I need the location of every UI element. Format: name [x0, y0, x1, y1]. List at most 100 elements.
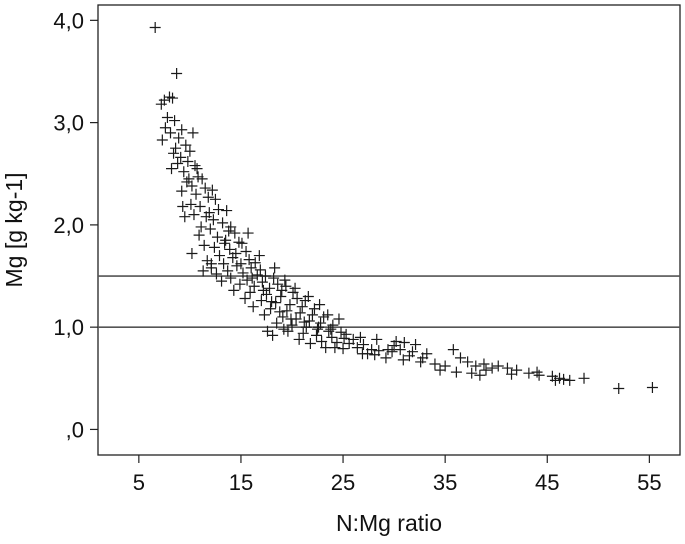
data-point [164, 127, 176, 139]
data-point [253, 250, 265, 262]
data-point [286, 319, 298, 331]
data-point [265, 303, 277, 315]
data-point [380, 352, 392, 364]
data-point [211, 231, 223, 243]
data-point [506, 368, 518, 380]
data-point [337, 343, 349, 355]
data-point [179, 211, 191, 223]
data-point [326, 331, 338, 343]
data-point [470, 360, 482, 372]
data-point [229, 227, 241, 239]
data-point [333, 313, 345, 325]
data-point [224, 243, 236, 255]
data-point [237, 267, 249, 279]
data-point [386, 346, 398, 358]
data-point [275, 290, 287, 302]
data-point [161, 112, 173, 123]
data-point [578, 372, 590, 384]
x-tick-label: 15 [229, 470, 253, 495]
data-point [293, 333, 305, 345]
y-tick-label: ,0 [66, 417, 84, 442]
data-point [191, 163, 203, 175]
data-point [398, 337, 410, 348]
data-point [284, 299, 296, 311]
data-point [277, 311, 289, 323]
data-point [279, 274, 291, 286]
data-point [196, 173, 208, 185]
data-point [264, 282, 276, 294]
data-point [217, 217, 229, 229]
x-tick-label: 55 [637, 470, 661, 495]
data-point [259, 270, 271, 282]
data-point [175, 151, 187, 163]
data-point [225, 221, 237, 233]
data-point [203, 207, 215, 219]
data-point [313, 321, 325, 333]
data-point [170, 142, 182, 154]
data-point [155, 98, 167, 110]
data-point [169, 115, 181, 127]
data-point [240, 245, 252, 257]
data-point [501, 362, 513, 374]
data-point [186, 180, 198, 192]
data-point [242, 227, 254, 239]
data-point [314, 299, 326, 311]
data-point [276, 284, 288, 296]
data-point [209, 193, 221, 205]
data-point [225, 272, 237, 284]
x-tick-label: 45 [535, 470, 559, 495]
x-axis-title: N:Mg ratio [336, 510, 442, 536]
data-point [306, 309, 318, 321]
data-point [281, 305, 293, 317]
data-point [274, 306, 286, 318]
data-point [261, 325, 273, 337]
data-point [434, 364, 446, 376]
data-points [149, 22, 658, 395]
data-point [188, 209, 200, 221]
data-point [176, 185, 188, 197]
data-point [216, 275, 228, 287]
data-point [204, 223, 216, 235]
data-point [322, 309, 334, 321]
data-point [180, 139, 192, 151]
data-point [480, 364, 492, 376]
data-point [320, 342, 332, 354]
data-point [159, 122, 171, 134]
data-point [173, 132, 185, 144]
data-point [429, 358, 441, 370]
data-point [235, 258, 247, 270]
data-point [221, 205, 233, 217]
data-point [185, 198, 197, 210]
data-point [254, 264, 266, 276]
data-point [486, 362, 498, 374]
x-tick-label: 5 [133, 470, 145, 495]
data-point [198, 239, 210, 251]
data-point [197, 265, 209, 277]
data-point [271, 317, 283, 329]
y-tick-label: 4,0 [53, 8, 84, 33]
data-point [316, 335, 328, 347]
data-point [351, 342, 363, 354]
data-point [335, 326, 347, 338]
data-point [183, 173, 195, 185]
data-point [329, 342, 341, 354]
data-point [178, 166, 190, 178]
data-point [533, 369, 545, 381]
data-point [210, 268, 222, 280]
data-point [243, 254, 255, 266]
data-point [194, 200, 206, 212]
data-point [177, 200, 189, 212]
data-point [410, 339, 422, 351]
data-point [228, 284, 240, 296]
plot-frame [97, 4, 681, 456]
data-point [340, 328, 352, 340]
data-point [397, 354, 409, 366]
data-point [207, 214, 219, 226]
data-point [613, 383, 625, 395]
data-point [371, 333, 383, 345]
data-point [219, 237, 231, 249]
data-point [199, 182, 211, 194]
data-point [357, 339, 369, 351]
data-point [171, 68, 183, 80]
data-point [212, 204, 224, 216]
